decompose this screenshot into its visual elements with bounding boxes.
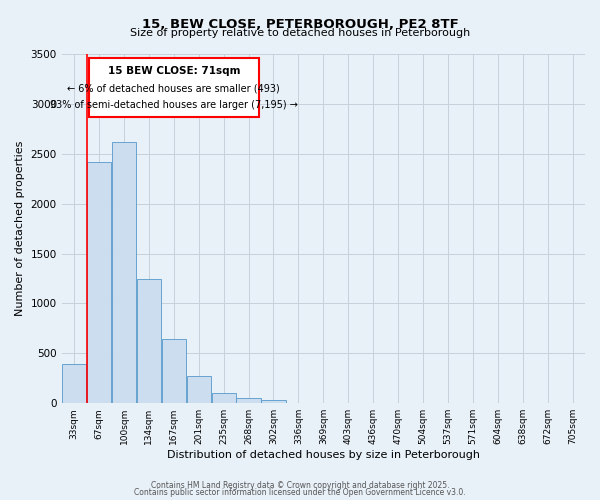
Text: ← 6% of detached houses are smaller (493): ← 6% of detached houses are smaller (493…	[67, 84, 280, 94]
Bar	[162, 340, 186, 403]
Text: 15, BEW CLOSE, PETERBOROUGH, PE2 8TF: 15, BEW CLOSE, PETERBOROUGH, PE2 8TF	[142, 18, 458, 30]
Bar	[87, 162, 111, 403]
Bar	[89, 58, 259, 117]
Bar	[62, 364, 86, 403]
Text: Contains HM Land Registry data © Crown copyright and database right 2025.: Contains HM Land Registry data © Crown c…	[151, 480, 449, 490]
Text: 15 BEW CLOSE: 71sqm: 15 BEW CLOSE: 71sqm	[107, 66, 240, 76]
Bar	[262, 400, 286, 403]
X-axis label: Distribution of detached houses by size in Peterborough: Distribution of detached houses by size …	[167, 450, 480, 460]
Y-axis label: Number of detached properties: Number of detached properties	[15, 141, 25, 316]
Text: Contains public sector information licensed under the Open Government Licence v3: Contains public sector information licen…	[134, 488, 466, 497]
Text: Size of property relative to detached houses in Peterborough: Size of property relative to detached ho…	[130, 28, 470, 38]
Bar	[212, 393, 236, 403]
Text: 93% of semi-detached houses are larger (7,195) →: 93% of semi-detached houses are larger (…	[50, 100, 298, 110]
Bar	[137, 280, 161, 403]
Bar	[187, 376, 211, 403]
Bar	[112, 142, 136, 403]
Bar	[236, 398, 260, 403]
